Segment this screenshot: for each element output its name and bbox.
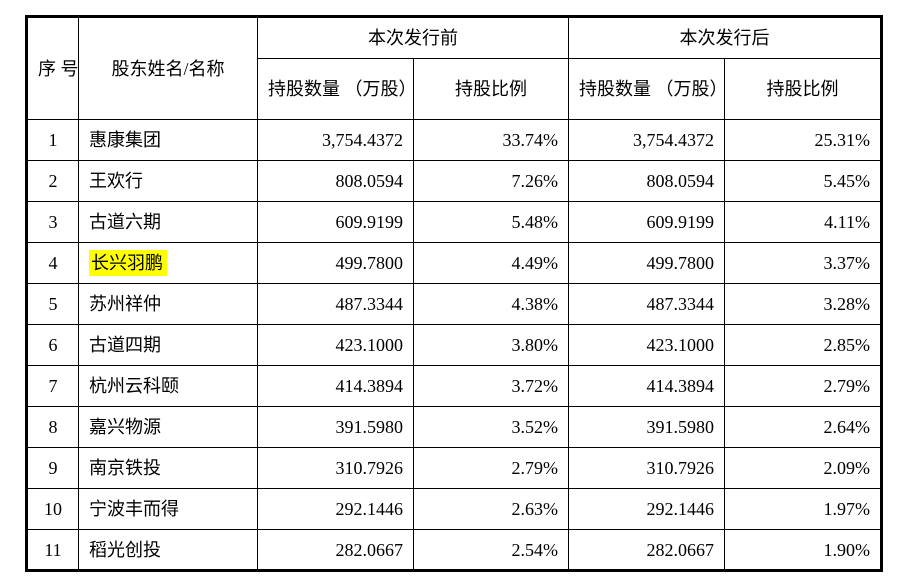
- cell-shareholder-name: 稻光创投: [78, 529, 258, 571]
- table-row: 4 长兴羽鹏 499.7800 4.49% 499.7800 3.37%: [26, 242, 882, 284]
- cell-shareholder-name: 惠康集团: [78, 119, 258, 161]
- cell-shares-before: 3,754.4372: [257, 119, 414, 161]
- cell-shares-after: 609.9199: [568, 201, 725, 243]
- cell-shareholder-name: 南京铁投: [78, 447, 258, 489]
- cell-serial-number: 9: [26, 447, 79, 489]
- cell-shares-after: 487.3344: [568, 283, 725, 325]
- cell-shareholder-name: 杭州云科颐: [78, 365, 258, 407]
- cell-ratio-after: 1.97%: [724, 488, 882, 530]
- cell-shareholder-name: 苏州祥仲: [78, 283, 258, 325]
- cell-serial-number: 11: [26, 529, 79, 571]
- header-share-ratio-after: 持股比例: [724, 58, 882, 120]
- cell-shares-after: 808.0594: [568, 160, 725, 202]
- cell-shares-after: 423.1000: [568, 324, 725, 366]
- table-row: 5 苏州祥仲 487.3344 4.38% 487.3344 3.28%: [26, 283, 882, 325]
- cell-ratio-before: 3.72%: [413, 365, 569, 407]
- cell-serial-number: 6: [26, 324, 79, 366]
- cell-shareholder-name: 古道四期: [78, 324, 258, 366]
- cell-ratio-after: 2.85%: [724, 324, 882, 366]
- cell-ratio-before: 33.74%: [413, 119, 569, 161]
- cell-ratio-after: 3.37%: [724, 242, 882, 284]
- cell-serial-number: 5: [26, 283, 79, 325]
- cell-ratio-before: 2.54%: [413, 529, 569, 571]
- cell-ratio-before: 3.80%: [413, 324, 569, 366]
- cell-ratio-before: 4.38%: [413, 283, 569, 325]
- cell-ratio-before: 5.48%: [413, 201, 569, 243]
- cell-shares-before: 391.5980: [257, 406, 414, 448]
- cell-serial-number: 8: [26, 406, 79, 448]
- cell-shares-before: 499.7800: [257, 242, 414, 284]
- shareholders-table: 序 号 股东姓名/名称 本次发行前 本次发行后 持股数量 （万股） 持股比例 持…: [25, 15, 883, 572]
- table-row: 9 南京铁投 310.7926 2.79% 310.7926 2.09%: [26, 447, 882, 489]
- table-row: 8 嘉兴物源 391.5980 3.52% 391.5980 2.64%: [26, 406, 882, 448]
- cell-ratio-after: 1.90%: [724, 529, 882, 571]
- cell-ratio-after: 25.31%: [724, 119, 882, 161]
- cell-shares-before: 423.1000: [257, 324, 414, 366]
- cell-ratio-after: 2.79%: [724, 365, 882, 407]
- cell-shareholder-name: 王欢行: [78, 160, 258, 202]
- cell-shares-after: 282.0667: [568, 529, 725, 571]
- cell-shareholder-name: 长兴羽鹏: [78, 242, 258, 284]
- cell-shares-before: 808.0594: [257, 160, 414, 202]
- cell-shares-before: 609.9199: [257, 201, 414, 243]
- header-shareholder-name: 股东姓名/名称: [78, 16, 258, 120]
- cell-shares-before: 310.7926: [257, 447, 414, 489]
- cell-shareholder-name: 嘉兴物源: [78, 406, 258, 448]
- table-row: 1 惠康集团 3,754.4372 33.74% 3,754.4372 25.31%: [26, 119, 882, 161]
- cell-shares-after: 310.7926: [568, 447, 725, 489]
- header-group-after-issuance: 本次发行后: [568, 16, 882, 59]
- cell-serial-number: 1: [26, 119, 79, 161]
- table-row: 10 宁波丰而得 292.1446 2.63% 292.1446 1.97%: [26, 488, 882, 530]
- cell-serial-number: 2: [26, 160, 79, 202]
- cell-serial-number: 10: [26, 488, 79, 530]
- cell-ratio-after: 5.45%: [724, 160, 882, 202]
- cell-ratio-before: 7.26%: [413, 160, 569, 202]
- table-row: 6 古道四期 423.1000 3.80% 423.1000 2.85%: [26, 324, 882, 366]
- table-header: 序 号 股东姓名/名称 本次发行前 本次发行后 持股数量 （万股） 持股比例 持…: [26, 16, 882, 120]
- table-body: 1 惠康集团 3,754.4372 33.74% 3,754.4372 25.31% 2 王欢…: [26, 119, 882, 571]
- table-row: 3 古道六期 609.9199 5.48% 609.9199 4.11%: [26, 201, 882, 243]
- header-shares-held-before: 持股数量 （万股）: [257, 58, 414, 120]
- cell-shares-after: 3,754.4372: [568, 119, 725, 161]
- table-row: 7 杭州云科颐 414.3894 3.72% 414.3894 2.79%: [26, 365, 882, 407]
- header-group-before-issuance: 本次发行前: [257, 16, 569, 59]
- cell-shares-after: 499.7800: [568, 242, 725, 284]
- cell-ratio-before: 3.52%: [413, 406, 569, 448]
- cell-shares-after: 414.3894: [568, 365, 725, 407]
- highlighted-shareholder-name: 长兴羽鹏: [89, 250, 167, 276]
- cell-shares-before: 487.3344: [257, 283, 414, 325]
- cell-shares-before: 282.0667: [257, 529, 414, 571]
- cell-serial-number: 4: [26, 242, 79, 284]
- cell-shareholder-name: 古道六期: [78, 201, 258, 243]
- cell-ratio-before: 2.79%: [413, 447, 569, 489]
- cell-shares-before: 414.3894: [257, 365, 414, 407]
- cell-ratio-after: 2.09%: [724, 447, 882, 489]
- cell-shares-before: 292.1446: [257, 488, 414, 530]
- cell-ratio-before: 4.49%: [413, 242, 569, 284]
- header-shares-held-after: 持股数量 （万股）: [568, 58, 725, 120]
- header-share-ratio-before: 持股比例: [413, 58, 569, 120]
- cell-shares-after: 391.5980: [568, 406, 725, 448]
- cell-shareholder-name: 宁波丰而得: [78, 488, 258, 530]
- cell-ratio-before: 2.63%: [413, 488, 569, 530]
- header-serial-number: 序 号: [26, 16, 79, 120]
- cell-ratio-after: 3.28%: [724, 283, 882, 325]
- cell-shares-after: 292.1446: [568, 488, 725, 530]
- table-row: 2 王欢行 808.0594 7.26% 808.0594 5.45%: [26, 160, 882, 202]
- cell-serial-number: 7: [26, 365, 79, 407]
- cell-ratio-after: 4.11%: [724, 201, 882, 243]
- table-row: 11 稻光创投 282.0667 2.54% 282.0667 1.90%: [26, 529, 882, 571]
- cell-serial-number: 3: [26, 201, 79, 243]
- cell-ratio-after: 2.64%: [724, 406, 882, 448]
